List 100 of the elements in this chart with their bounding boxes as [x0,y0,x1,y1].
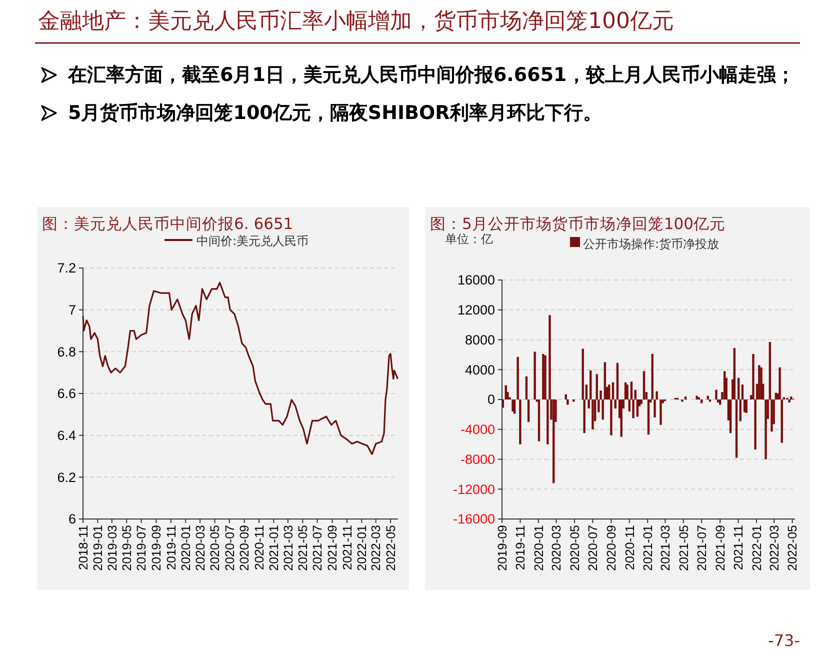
bar [764,400,767,460]
x-tick-label: 2022-01 [750,524,764,571]
x-tick-label: 2021-01 [267,524,282,571]
bar [534,352,536,400]
bar [608,384,610,400]
y-tick-label: 4000 [464,362,495,378]
x-tick-label: 2021-07 [694,524,709,571]
bar [788,400,790,402]
x-tick-label: 2021-11 [732,524,746,570]
x-tick-label: 2021-07 [310,524,325,571]
y-tick-label: 7 [68,302,76,318]
bar [647,400,650,435]
y-tick-label: 6.2 [57,470,76,485]
y-tick-label: 16000 [457,272,495,288]
x-tick-label: 2020-11 [622,524,637,570]
bar [651,354,654,400]
x-tick-label: 2019-11 [514,524,528,570]
legend-label: 中间价:美元兑人民币 [196,234,309,248]
line-series [82,282,399,455]
x-tick-label: 2019-09 [150,524,164,571]
bar [723,371,726,400]
y-tick-label: -8000 [460,452,495,467]
bar [516,356,519,400]
text: 在汇率方面，截至6月1日，美元兑人民币中间价报6.6651，较上月人民币小幅走强； [67,64,795,86]
bar [660,400,662,425]
x-tick-label: 2019-07 [134,524,149,571]
y-tick-label: -16000 [452,512,495,527]
x-tick-label: 2018-11 [76,524,90,570]
bar [519,400,522,444]
bar [735,400,738,458]
y-tick-label: 6.6 [57,386,76,402]
y-tick-label: 6.8 [57,344,76,360]
bar [620,400,622,437]
x-tick-label: 2021-05 [296,524,310,571]
x-tick-label: 2022-05 [786,524,800,571]
x-tick-label: 2019-09 [495,524,510,571]
x-tick-label: 2020-01 [532,524,546,571]
y-tick-label: 0 [487,392,495,408]
bar [741,384,744,400]
bar [684,396,687,400]
x-tick-label: 2019-11 [164,524,178,570]
y-tick-label: 7.2 [57,260,76,276]
y-tick-label: 12000 [457,302,495,318]
bar [778,367,781,400]
bar [729,400,732,434]
x-tick-label: 2020-03 [193,524,208,571]
x-tick-label: 2022-03 [767,524,782,571]
x-tick-label: 2021-05 [676,524,691,571]
text: 5月货币市场净回笼100亿元，隔夜SHIBOR利率月环比下行。 [68,102,602,124]
x-tick-label: 2020-09 [604,524,619,571]
bar [513,400,516,414]
bar [733,348,736,400]
bar [552,400,555,484]
bar [544,355,546,400]
bar [642,371,646,400]
x-tick-label: 2021-09 [713,524,728,571]
x-tick-label: 2019-03 [105,524,120,571]
legend-label: 公开市场操作:货币净投放 [583,237,720,251]
bar [614,400,616,408]
x-tick-label: 2020-09 [238,524,252,571]
x-tick-label: 2020-03 [550,524,564,571]
x-tick-label: 2020-11 [252,524,266,570]
bar [512,400,514,412]
bar [739,400,742,422]
y-tick-label: -12000 [452,482,495,497]
bar [542,354,544,400]
x-tick-label: 2020-07 [586,524,600,571]
x-tick-label: 2022-05 [384,524,398,571]
x-tick-label: 2021-09 [326,524,340,571]
x-tick-label: 2020-07 [222,524,237,571]
chart-title: 图：美元兑人民币中间价报6. 6651 [42,215,294,233]
bar [626,384,628,400]
y-tick-label: -4000 [460,422,495,438]
x-tick-label: 2019-05 [120,524,134,571]
bar [616,362,619,400]
bar [527,400,530,422]
y-axis-title: 单位：亿 [445,232,493,246]
y-tick-label: 8000 [464,332,495,348]
bar [604,362,606,400]
x-tick-label: 2020-01 [178,524,193,571]
chart-title: 图：5月公开市场货币市场净回笼100亿元 [430,215,726,233]
text: 金融地产：美元兑人民币汇率小幅增加，货币市场净回笼100亿元 [38,9,674,34]
bar [592,400,594,430]
y-tick-label: 6.4 [57,428,76,444]
bar [760,367,762,400]
bar [654,400,656,418]
text: -73- [768,631,800,650]
bar [738,378,740,400]
bar [715,390,718,400]
x-tick-label: 2019-01 [91,524,106,571]
bar [696,396,698,400]
x-tick-label: 2020-05 [208,524,222,571]
x-tick-label: 2022-01 [355,524,370,571]
x-tick-label: 2020-05 [568,524,582,571]
x-tick-label: 2022-03 [369,524,384,571]
x-tick-label: 2021-11 [340,524,354,570]
bar [538,400,540,442]
bar [780,400,783,443]
bar [636,400,639,417]
bar [758,365,760,400]
